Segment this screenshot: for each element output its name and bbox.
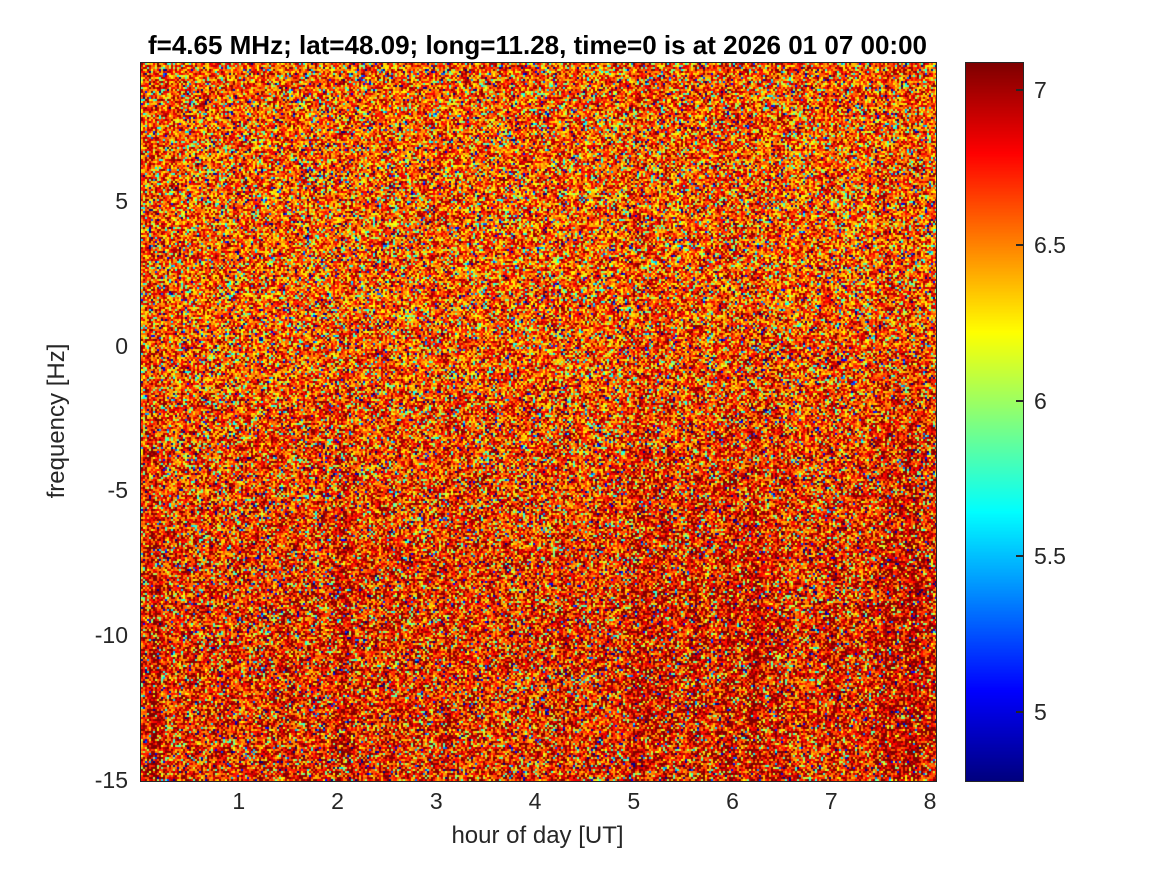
colorbar-tick-label: 7 bbox=[1034, 76, 1047, 103]
colorbar-tick-mark bbox=[1016, 244, 1023, 247]
colorbar-tick-label: 5.5 bbox=[1034, 543, 1066, 570]
y-axis-label: frequency [Hz] bbox=[43, 343, 70, 499]
x-tick-label: 2 bbox=[331, 788, 344, 814]
x-tick-label: 3 bbox=[429, 788, 443, 814]
x-tick-label: 5 bbox=[627, 788, 641, 814]
colorbar-tick-label: 6 bbox=[1034, 387, 1047, 414]
colorbar-tick-mark bbox=[1016, 555, 1023, 558]
colorbar-tick-mark bbox=[1016, 710, 1023, 713]
colorbar-tick-label: 6.5 bbox=[1034, 232, 1066, 259]
x-axis-label: hour of day [UT] bbox=[451, 822, 624, 849]
heatmap-canvas bbox=[140, 62, 937, 782]
x-tick-label: 8 bbox=[923, 788, 937, 814]
colorbar-tick-mark bbox=[1016, 399, 1023, 402]
x-tick-label: 4 bbox=[528, 788, 542, 814]
x-tick-label: 7 bbox=[824, 788, 838, 814]
y-tick-label: -10 bbox=[94, 622, 128, 649]
x-tick-label: 6 bbox=[726, 788, 739, 814]
colorbar bbox=[965, 62, 1024, 782]
y-tick-label: -15 bbox=[94, 767, 128, 793]
colorbar-tick-mark bbox=[1016, 88, 1023, 91]
y-tick-label: 0 bbox=[115, 332, 128, 359]
y-tick-label: 5 bbox=[115, 187, 128, 214]
chart-title: f=4.65 MHz; lat=48.09; long=11.28, time=… bbox=[147, 30, 927, 60]
x-tick-label: 1 bbox=[232, 788, 246, 814]
y-tick-label: -5 bbox=[107, 477, 128, 504]
colorbar-tick-label: 5 bbox=[1034, 698, 1047, 725]
